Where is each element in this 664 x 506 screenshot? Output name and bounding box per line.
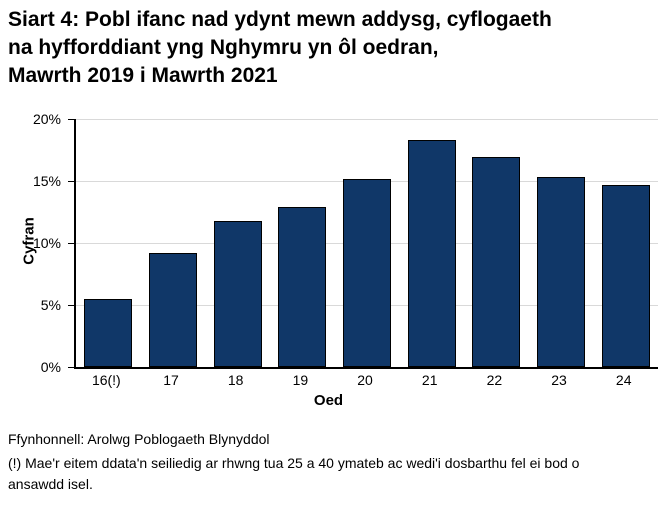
x-tick-label-22: 22 xyxy=(486,372,503,388)
x-tick-label-17: 17 xyxy=(163,372,179,388)
gridline-20 xyxy=(76,119,658,120)
bar-24 xyxy=(601,184,650,367)
bar-column-21 xyxy=(399,119,464,367)
quality-footnote: (!) Mae'r eitem ddata'n seiliedig ar rhw… xyxy=(8,455,580,492)
x-tick-label-24: 24 xyxy=(615,372,632,388)
chart-title: Siart 4: Pobl ifanc nad ydynt mewn addys… xyxy=(8,6,552,90)
bar-column-17 xyxy=(141,119,206,367)
chart-title-line-1: Siart 4: Pobl ifanc nad ydynt mewn addys… xyxy=(8,8,552,31)
chart-title-line-2: na hyfforddiant yng Nghymru yn ôl oedran… xyxy=(8,36,439,59)
bar-column-18 xyxy=(205,119,270,367)
bar-18 xyxy=(213,220,262,367)
bar-22 xyxy=(472,157,521,367)
y-tick-label-15%: 15% xyxy=(32,173,61,189)
bar-column-23 xyxy=(529,119,594,367)
bar-column-19 xyxy=(270,119,335,367)
y-tick-label-5%: 5% xyxy=(40,297,61,313)
bar-column-24 xyxy=(593,119,658,367)
bar-column-16(!) xyxy=(76,119,141,367)
x-tick-label-18: 18 xyxy=(227,372,244,388)
x-tick-label-23: 23 xyxy=(551,372,567,388)
y-tick-mark xyxy=(68,243,74,244)
bar-17 xyxy=(149,252,197,367)
x-axis-ticks: 16(!) 17 18 19 20 21 22 23 24 xyxy=(74,372,656,388)
y-axis-ticks: 0% 5% 10% 15% 20% xyxy=(0,112,74,374)
y-tick-mark xyxy=(68,305,74,306)
y-tick-label-20%: 20% xyxy=(32,111,61,127)
source-note: Ffynhonnell: Arolwg Poblogaeth Blynyddol xyxy=(8,431,270,447)
y-tick-label-0%: 0% xyxy=(40,359,61,375)
x-tick-label-21: 21 xyxy=(421,372,438,388)
bar-19 xyxy=(278,207,327,367)
bar-23 xyxy=(537,177,585,367)
y-tick-mark xyxy=(68,181,74,182)
x-tick-label-19: 19 xyxy=(292,372,309,388)
x-tick-label-20: 20 xyxy=(357,372,373,388)
chart-title-line-3: Mawrth 2019 i Mawrth 2021 xyxy=(8,64,278,87)
x-axis-title: Oed xyxy=(313,392,344,409)
bar-column-20 xyxy=(335,119,400,367)
y-tick-label-10%: 10% xyxy=(32,235,61,251)
bar-20 xyxy=(343,178,391,367)
x-tick-label-16(!): 16(!) xyxy=(91,372,121,388)
y-tick-mark xyxy=(68,367,74,368)
y-tick-mark xyxy=(68,119,74,120)
bar-column-22 xyxy=(464,119,529,367)
bar-16(!) xyxy=(84,298,133,367)
bar-series xyxy=(76,119,658,367)
bar-21 xyxy=(407,140,456,367)
plot-area xyxy=(74,119,658,369)
